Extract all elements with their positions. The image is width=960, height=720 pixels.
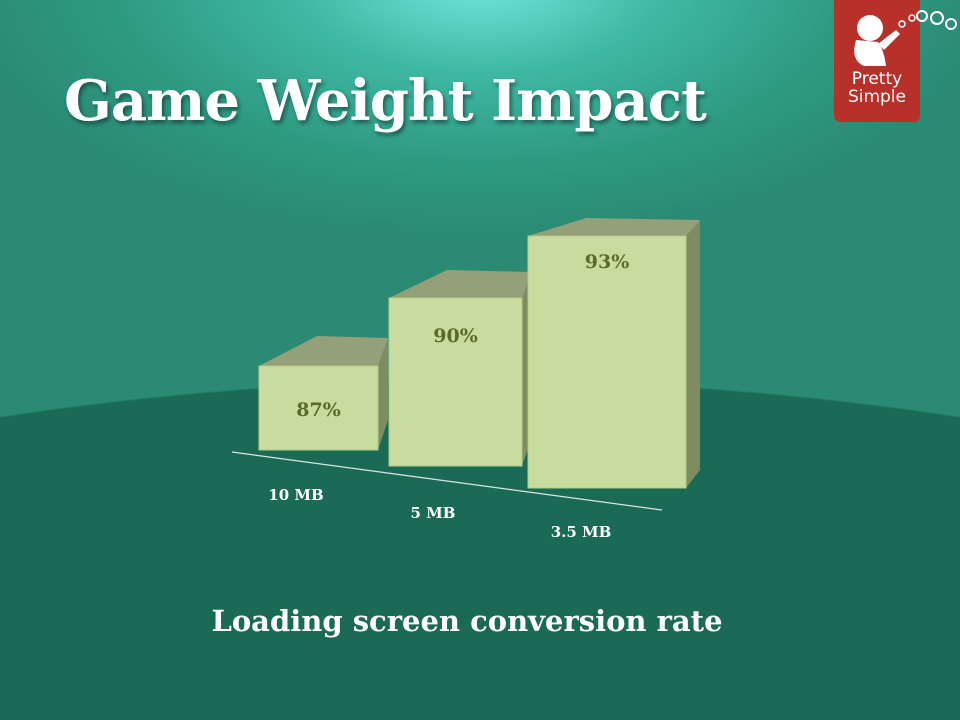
bar-top-face	[259, 336, 388, 366]
bar-top-face	[528, 218, 700, 236]
bar	[527, 235, 687, 489]
bar-top-face	[389, 270, 532, 298]
bar-side-face	[378, 338, 388, 450]
x-tick-label: 5 MB	[411, 504, 456, 522]
x-tick-label: 10 MB	[268, 486, 323, 504]
data-label: 90%	[433, 325, 478, 347]
logo-text-line2: Simple	[847, 87, 907, 107]
bar-side-face	[686, 220, 700, 488]
bar	[258, 365, 379, 451]
bar	[388, 297, 523, 467]
pretty-simple-logo: Pretty Simple	[834, 0, 957, 122]
slide-title: Game Weight Impact	[64, 68, 707, 134]
girl-blowing-bubbles-icon	[854, 10, 957, 66]
data-label: 87%	[296, 399, 341, 421]
data-label: 93%	[585, 251, 630, 273]
x-tick-label: 3.5 MB	[551, 523, 612, 541]
logo-text-line1: Pretty	[851, 69, 903, 89]
x-axis-line	[231, 451, 663, 511]
chart-axis-caption: Loading screen conversion rate	[211, 604, 723, 638]
